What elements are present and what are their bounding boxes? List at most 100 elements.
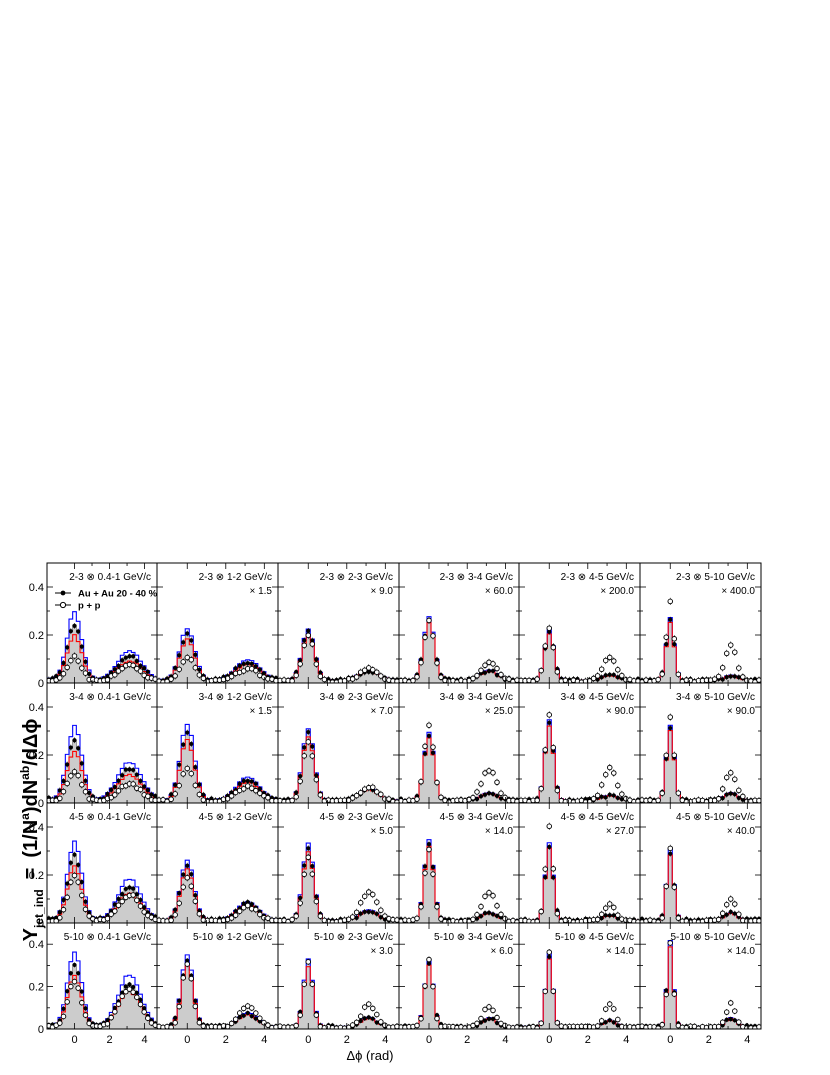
auau-point <box>314 894 319 899</box>
auau-point <box>486 910 492 915</box>
panel-5-10-0.4-1: 0 0.2 0.4 0 2 4 5-10 ⊗ 0.4-1 GeV/c <box>29 922 158 1046</box>
auau-fill-histogram <box>640 852 761 923</box>
panel-label: 2-3 ⊗ 5-10 GeV/c <box>676 572 755 583</box>
auau-point <box>294 790 299 795</box>
panel-5-10-3-4: 0 2 4 5-10 ⊗ 3-4 GeV/c × 6.0 <box>398 922 520 1046</box>
scale-factor-label: × 200.0 <box>600 586 634 597</box>
pp-point <box>176 666 182 673</box>
panel-label: 4-5 ⊗ 5-10 GeV/c <box>676 812 755 823</box>
pp-point <box>293 672 299 679</box>
pp-point <box>64 999 70 1005</box>
auau-point <box>302 638 307 643</box>
auau-point <box>261 671 266 676</box>
pp-point <box>607 901 613 907</box>
pp-point <box>546 712 553 718</box>
pp-point <box>200 675 207 682</box>
auau-point <box>426 733 432 738</box>
scale-factor-label: × 14.0 <box>485 826 514 837</box>
pp-point <box>602 1006 609 1012</box>
panel-label: 2-3 ⊗ 4-5 GeV/c <box>561 572 634 583</box>
pp-point <box>164 798 170 803</box>
pp-point <box>374 669 380 675</box>
panel-4-5-0.4-1: 0 0.2 0.4 4-5 ⊗ 0.4-1 GeV/c <box>29 802 158 930</box>
pp-point <box>180 975 186 981</box>
auau-point <box>494 793 500 799</box>
x-tick-label: 2 <box>464 1034 470 1046</box>
pp-point <box>137 1001 144 1008</box>
panel-label: 3-4 ⊗ 1-2 GeV/c <box>199 692 272 703</box>
auau-point <box>724 1017 729 1022</box>
auau-point <box>378 915 383 920</box>
pp-point <box>370 1005 376 1012</box>
x-tick-label: 0 <box>184 1034 190 1046</box>
pp-point <box>119 898 125 905</box>
pp-point <box>244 783 251 789</box>
pp-point <box>430 871 436 877</box>
pp-point <box>736 787 742 794</box>
pp-point <box>736 911 742 918</box>
auau-point <box>112 1005 117 1011</box>
legend-label: p + p <box>78 601 101 612</box>
pp-point <box>313 1012 320 1018</box>
pp-point <box>671 636 678 642</box>
pp-point <box>542 747 548 753</box>
pp-point <box>119 665 125 672</box>
pp-point <box>232 1016 239 1022</box>
auau-point <box>732 792 737 797</box>
auau-point <box>354 915 359 920</box>
pp-point <box>594 673 601 679</box>
pp-point <box>732 649 738 655</box>
pp-point <box>115 668 122 674</box>
pp-point <box>482 1006 488 1013</box>
auau-point <box>169 792 174 797</box>
pp-point <box>514 919 519 923</box>
auau-point <box>142 1006 147 1011</box>
upper-systematic-band <box>519 842 640 921</box>
pp-point <box>675 671 682 678</box>
pp-point <box>474 1020 480 1027</box>
pp-point <box>137 668 144 674</box>
pp-point <box>663 991 669 998</box>
scale-factor-label: × 25.0 <box>485 706 514 717</box>
auau-point <box>672 642 677 647</box>
auau-point <box>193 998 198 1003</box>
pp-point <box>168 796 174 803</box>
auau-point <box>724 792 729 797</box>
pp-point <box>607 1001 613 1007</box>
pp-point <box>546 823 553 830</box>
auau-point <box>68 860 73 865</box>
panel-3-4-2-3: 3-4 ⊗ 2-3 GeV/c × 7.0 <box>277 682 400 804</box>
pp-point <box>184 961 190 967</box>
pp-point <box>554 1020 561 1026</box>
pp-point <box>426 956 432 963</box>
auau-point <box>302 745 307 750</box>
pp-point <box>57 915 63 921</box>
pp-point <box>542 866 548 872</box>
pp-point <box>180 771 186 777</box>
pp-point <box>655 797 661 803</box>
pp-point <box>137 903 144 909</box>
auau-point <box>173 782 178 788</box>
y-tick-label: 0.4 <box>29 702 44 714</box>
pp-point <box>736 665 742 671</box>
pp-point <box>554 910 561 917</box>
pp-point <box>378 1019 384 1025</box>
pp-point <box>145 1015 151 1021</box>
pp-point <box>422 634 428 641</box>
auau-point <box>120 892 125 897</box>
pp-point <box>514 1024 519 1029</box>
panel-5-10-5-10: 0 2 4 5-10 ⊗ 5-10 GeV/c × 14.0 <box>639 922 762 1046</box>
auau-point <box>615 1023 620 1028</box>
y-title-main: Y <box>20 927 42 941</box>
panel-2-3-2-3: 2-3 ⊗ 2-3 GeV/c × 9.0 <box>277 562 400 684</box>
pp-point <box>289 797 295 803</box>
auau-point <box>72 623 77 628</box>
auau-point <box>181 742 186 747</box>
pp-point <box>502 915 508 922</box>
auau-point <box>68 629 73 634</box>
pp-point <box>663 883 669 890</box>
pp-point <box>594 1023 601 1029</box>
pp-point <box>353 674 360 680</box>
auau-point <box>105 791 110 797</box>
auau-point <box>358 911 363 916</box>
